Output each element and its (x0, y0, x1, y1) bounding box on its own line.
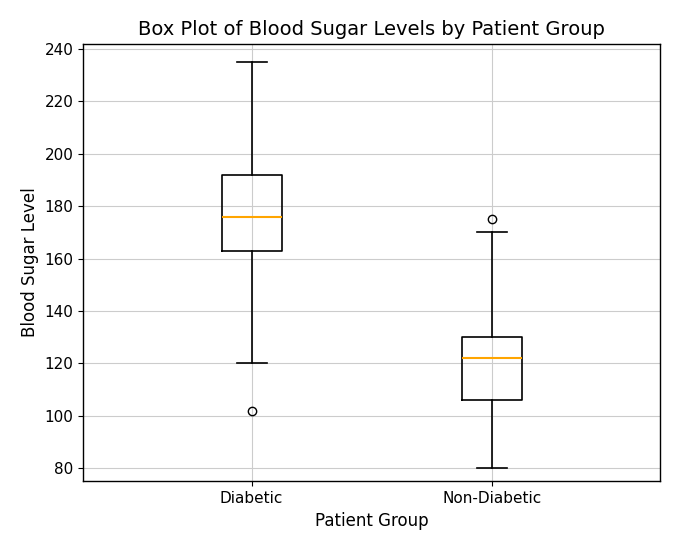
Y-axis label: Blood Sugar Level: Blood Sugar Level (21, 188, 39, 337)
Title: Box Plot of Blood Sugar Levels by Patient Group: Box Plot of Blood Sugar Levels by Patien… (138, 20, 605, 39)
X-axis label: Patient Group: Patient Group (315, 511, 429, 529)
